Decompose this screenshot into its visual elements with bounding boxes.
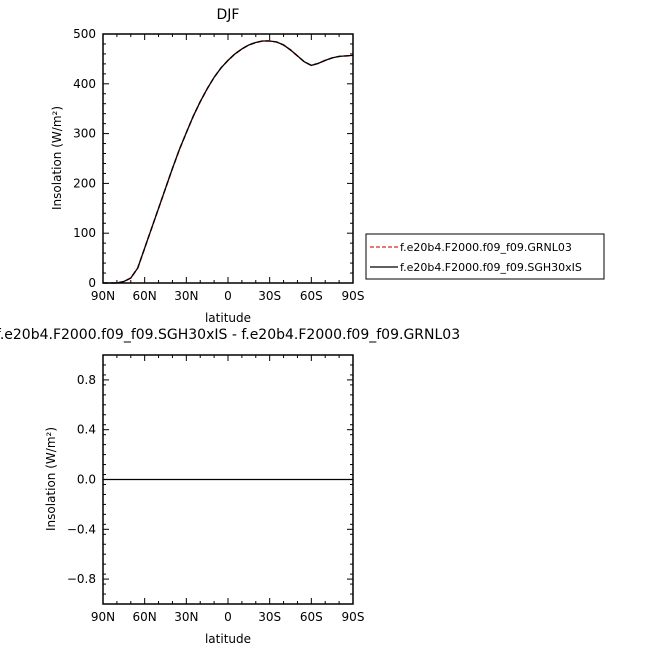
top-x-tick-label: 60S: [300, 289, 323, 303]
legend: f.e20b4.F2000.f09_f09.GRNL03 f.e20b4.F20…: [365, 233, 605, 280]
top-axis-ticks: 90N 60N 30N 0 30S 60S 90S 0 100 200 300 400 500: [73, 27, 364, 303]
bottom-x-tick-label: 90S: [342, 610, 365, 624]
top-y-tick-label: 100: [73, 226, 96, 240]
top-plot-marks: [103, 40, 354, 284]
bottom-y-tick-label: 0.0: [77, 473, 96, 487]
top-chart-title: DJF: [217, 7, 240, 23]
top-plot-frame: [102, 33, 354, 284]
top-x-tick-label: 90S: [342, 289, 365, 303]
top-y-tick-label: 200: [73, 176, 96, 190]
bottom-y-axis-label: Insolation (W/m²): [44, 427, 58, 531]
top-y-axis-label: Insolation (W/m²): [50, 106, 64, 210]
top-x-tick-label: 30S: [258, 289, 281, 303]
bottom-y-tick-label: 0.8: [77, 373, 96, 387]
bottom-y-tick-label: 0.4: [77, 423, 96, 437]
legend-box: [365, 233, 605, 280]
top-series-line-0: [103, 40, 354, 284]
bottom-panel: f.e20b4.F2000.f09_f09.SGH30xIS - f.e20b4…: [0, 327, 460, 646]
bottom-x-tick-label: 90N: [91, 610, 115, 624]
bottom-x-tick-label: 60N: [133, 610, 157, 624]
legend-label-grnl03: f.e20b4.F2000.f09_f09.GRNL03: [400, 241, 572, 254]
bottom-x-tick-label: 60S: [300, 610, 323, 624]
top-panel: DJF 90N 60N 30N 0 30S 60S 90S0100200300400500 …: [50, 7, 364, 325]
bottom-x-tick-label: 30N: [174, 610, 198, 624]
bottom-x-tick-label: 30S: [258, 610, 281, 624]
bottom-x-axis-label: latitude: [205, 632, 251, 646]
bottom-y-tick-label: −0.8: [67, 572, 96, 586]
top-x-tick-label: 90N: [91, 289, 115, 303]
top-y-tick-label: 400: [73, 77, 96, 91]
top-x-tick-label: 60N: [133, 289, 157, 303]
top-x-tick-label: 0: [224, 289, 232, 303]
bottom-chart-title: f.e20b4.F2000.f09_f09.SGH30xIS - f.e20b4…: [0, 327, 460, 343]
bottom-x-tick-label: 0: [224, 610, 232, 624]
top-series-line-1: [103, 40, 354, 284]
bottom-axis-ticks: 90N 60N 30N 0 30S 60S 90S −0.8 −0.4 0.0 0.4 0.8: [67, 354, 365, 624]
top-x-tick-label: 30N: [174, 289, 198, 303]
bottom-y-tick-label: −0.4: [67, 522, 96, 536]
top-x-axis-label: latitude: [205, 311, 251, 325]
top-y-tick-label: 0: [88, 276, 96, 290]
top-y-tick-label: 500: [73, 27, 96, 41]
legend-label-sgh30xis: f.e20b4.F2000.f09_f09.SGH30xIS: [400, 261, 582, 274]
top-y-tick-label: 300: [73, 127, 96, 141]
